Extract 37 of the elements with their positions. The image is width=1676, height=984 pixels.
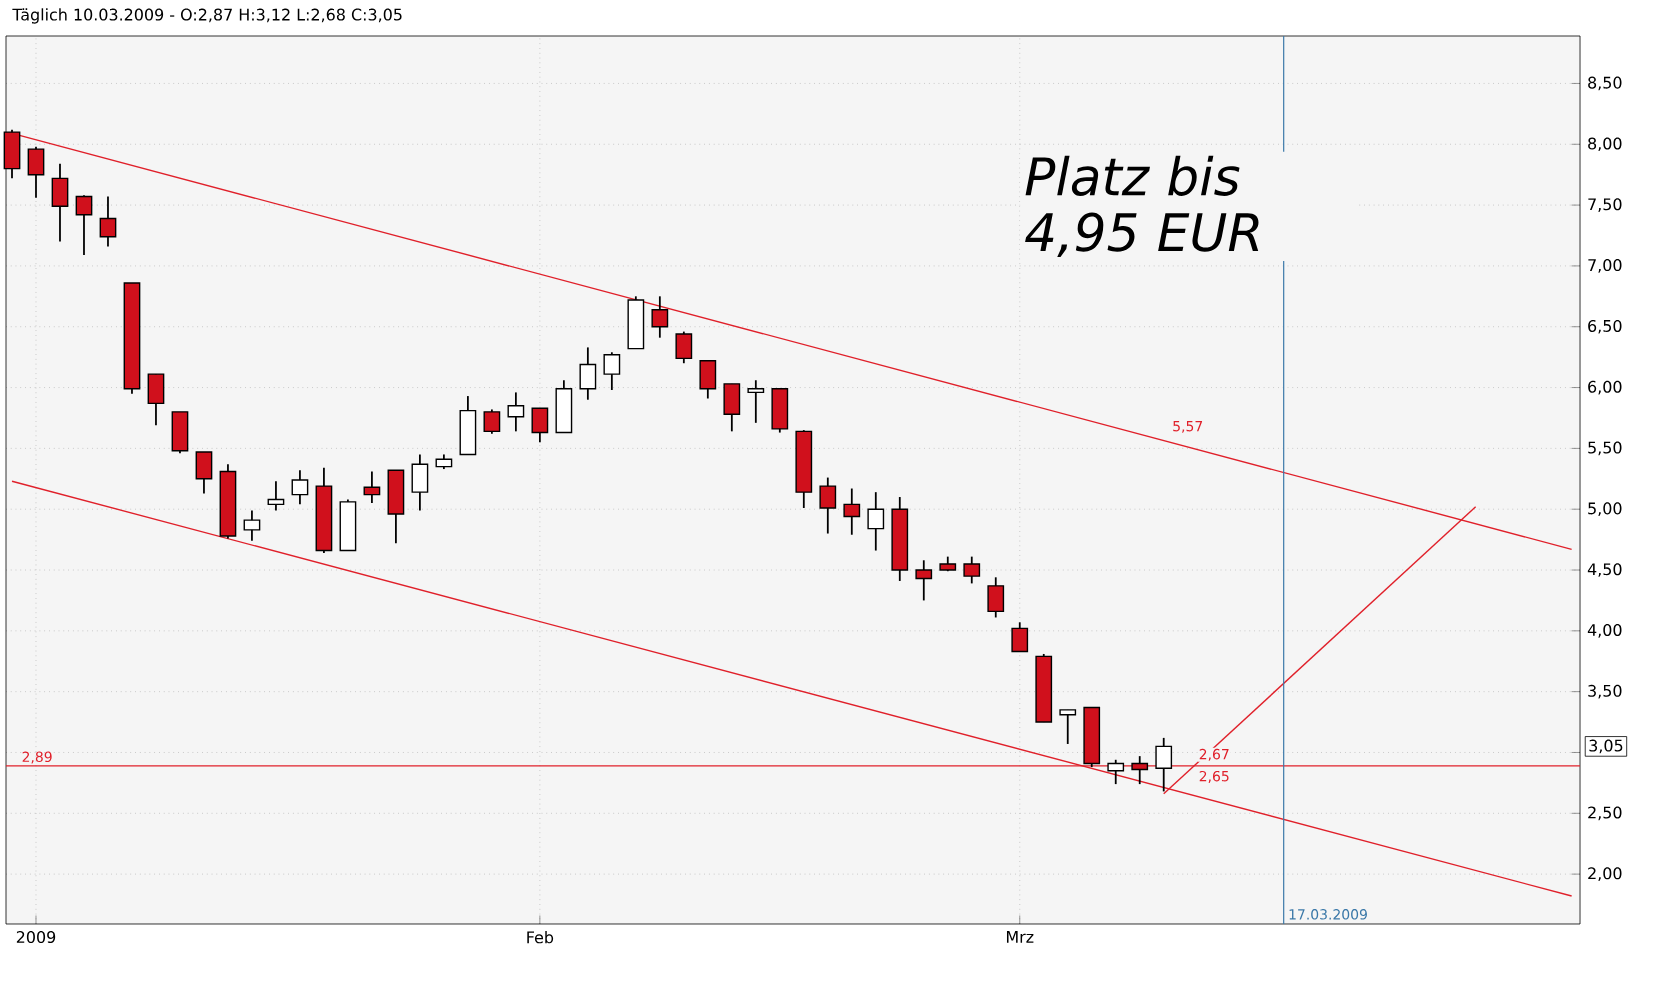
candlestick (267, 480, 285, 512)
candlestick (99, 195, 117, 248)
candlestick (699, 359, 717, 400)
candlestick (747, 379, 765, 424)
candlestick (75, 194, 93, 256)
candlestick (675, 330, 693, 365)
candlestick (867, 491, 885, 552)
candlestick (387, 469, 405, 545)
candlestick (483, 408, 501, 435)
candlestick (579, 346, 597, 401)
annotation: Platz bis 4,95 EUR (1025, 155, 1259, 258)
candlestick (771, 387, 789, 434)
candlestick (651, 295, 669, 339)
candlestick (555, 379, 573, 434)
candlestick (723, 383, 741, 433)
candlestick (915, 559, 933, 602)
candlestick (195, 451, 213, 495)
candlestick (1011, 621, 1029, 653)
candlestick (1107, 758, 1125, 786)
candlestick (291, 469, 309, 506)
candlestick (459, 395, 477, 456)
candlestick (147, 373, 165, 427)
candlestick (411, 453, 429, 512)
candlestick (243, 509, 261, 542)
candlestick (171, 410, 189, 455)
candlestick (1155, 736, 1173, 793)
candlestick (1059, 709, 1077, 745)
candlestick (27, 145, 45, 199)
candlestick (843, 487, 861, 536)
candlestick (1131, 755, 1149, 786)
candlestick (819, 476, 837, 535)
candlestick (603, 351, 621, 391)
candlestick (963, 555, 981, 585)
candlestick (987, 576, 1005, 619)
candlestick (51, 162, 69, 243)
candlestick (531, 407, 549, 444)
candlestick (507, 391, 525, 433)
